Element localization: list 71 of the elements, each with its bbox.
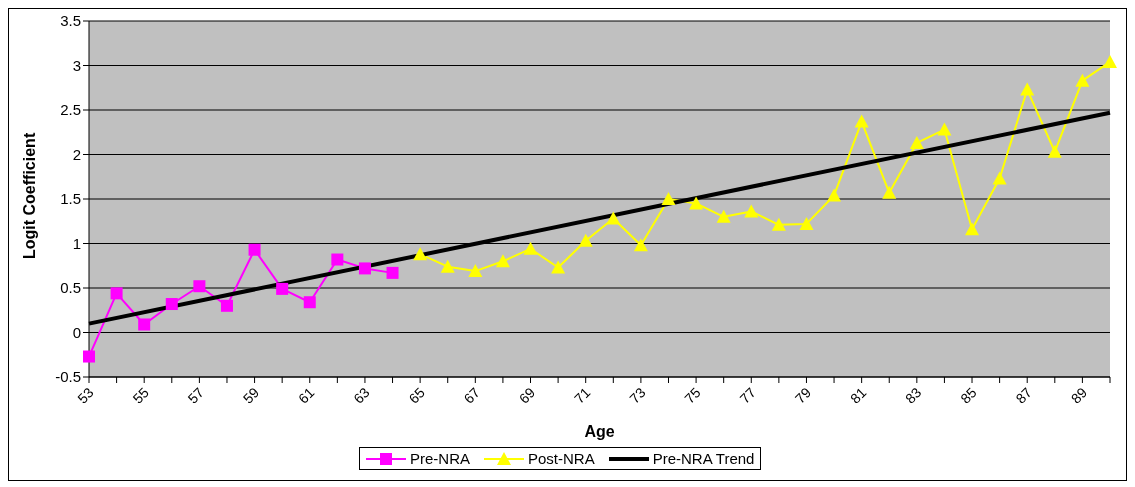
x-tick-label: 69	[515, 384, 539, 407]
point	[440, 259, 455, 273]
point	[193, 280, 206, 293]
x-tick-label: 57	[184, 384, 208, 407]
point	[1103, 54, 1117, 68]
y-tick-label: -0.5	[55, 368, 81, 386]
x-tick-label: 53	[74, 384, 97, 407]
point	[110, 287, 123, 300]
point	[1047, 144, 1062, 158]
x-tick-label: 79	[791, 384, 815, 407]
point	[578, 233, 593, 247]
x-axis-title: Age	[584, 423, 615, 440]
point	[689, 196, 704, 210]
point	[248, 243, 261, 256]
y-tick-label: 0.5	[60, 279, 81, 297]
point	[992, 171, 1007, 185]
x-tick-label: 61	[295, 384, 318, 407]
y-tick-label: 3.5	[60, 12, 81, 30]
point	[331, 253, 344, 266]
y-tick-label: 2.5	[60, 101, 81, 119]
point	[661, 192, 676, 205]
point	[771, 217, 786, 231]
point	[276, 282, 289, 295]
x-tick-label: 55	[129, 384, 152, 407]
x-tick-label: 59	[239, 384, 263, 407]
x-tick-label: 89	[1067, 384, 1091, 407]
point	[937, 122, 952, 136]
point	[495, 254, 510, 268]
x-tick-label: 75	[681, 384, 704, 407]
legend-label: Pre-NRA	[410, 450, 471, 467]
point	[523, 241, 538, 255]
point	[303, 296, 316, 309]
y-tick-label: 2	[72, 145, 81, 163]
point	[83, 350, 95, 363]
point	[633, 238, 648, 252]
point	[965, 222, 980, 236]
point	[744, 204, 759, 218]
point	[413, 247, 428, 261]
y-axis-title: Logit Coefficient	[20, 132, 38, 259]
point	[468, 264, 483, 278]
x-tick-label: 77	[736, 384, 760, 407]
point	[1020, 82, 1035, 96]
x-tick-label: 67	[460, 384, 484, 407]
point	[220, 299, 233, 312]
point	[165, 298, 178, 311]
point	[606, 211, 621, 225]
x-tick-label: 85	[957, 384, 980, 407]
point	[358, 262, 371, 275]
x-tick-label: 81	[846, 384, 870, 407]
x-tick-label: 63	[350, 384, 373, 407]
point	[827, 188, 842, 202]
point	[551, 260, 566, 274]
point	[1075, 73, 1090, 87]
point	[799, 216, 814, 230]
legend-label: Post-NRA	[528, 450, 595, 467]
x-tick-label: 83	[902, 384, 925, 407]
y-tick-label: 1	[72, 234, 81, 252]
x-tick-label: 65	[405, 384, 428, 407]
point	[854, 114, 869, 128]
point	[716, 209, 731, 223]
x-tick-label: 73	[626, 384, 649, 407]
legend-label: Pre-NRA Trend	[652, 450, 755, 467]
y-tick-label: 3	[72, 56, 81, 74]
point	[909, 135, 924, 149]
point	[882, 185, 897, 199]
x-tick-label: 87	[1012, 384, 1035, 407]
y-tick-label: 0	[72, 323, 81, 341]
point	[386, 266, 399, 279]
point	[138, 318, 151, 331]
y-tick-label: 1.5	[60, 190, 81, 208]
x-tick-label: 71	[571, 384, 594, 407]
